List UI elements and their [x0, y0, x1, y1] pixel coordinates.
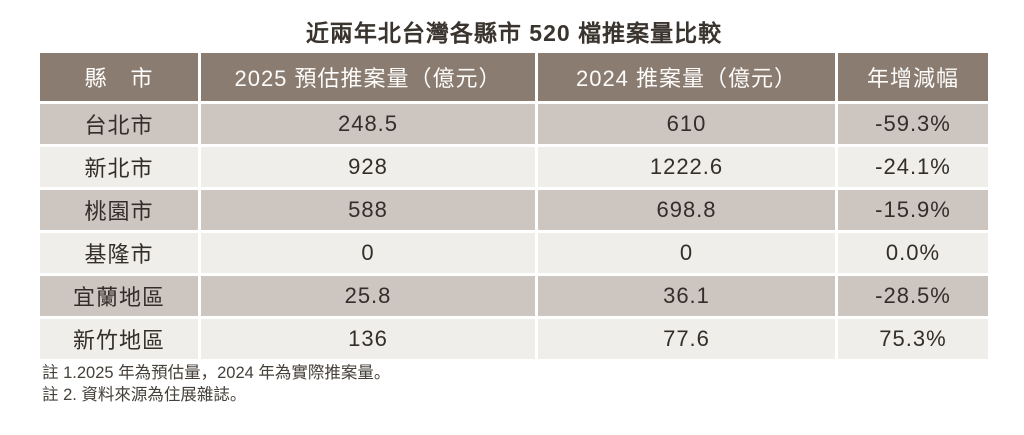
cell-city: 基隆市 [40, 233, 198, 273]
cell-yoy: -59.3% [838, 104, 988, 144]
cell-yoy: -24.1% [838, 147, 988, 187]
col-header-2024: 2024 推案量（億元） [538, 53, 835, 101]
cell-2025: 136 [201, 319, 535, 359]
cell-yoy: -28.5% [838, 276, 988, 316]
cell-2024: 77.6 [538, 319, 835, 359]
table-row: 新北市 928 1222.6 -24.1% [40, 147, 988, 187]
cell-city: 新竹地區 [40, 319, 198, 359]
cell-2024: 698.8 [538, 190, 835, 230]
cell-2024: 610 [538, 104, 835, 144]
cell-2024: 1222.6 [538, 147, 835, 187]
cell-city: 新北市 [40, 147, 198, 187]
cell-2025: 928 [201, 147, 535, 187]
table-row: 台北市 248.5 610 -59.3% [40, 104, 988, 144]
cell-city: 宜蘭地區 [40, 276, 198, 316]
footnote-2: 註 2. 資料來源為住展雜誌。 [42, 385, 247, 404]
cell-2024: 36.1 [538, 276, 835, 316]
col-header-yoy: 年增減幅 [838, 53, 988, 101]
cell-2025: 0 [201, 233, 535, 273]
cell-2025: 588 [201, 190, 535, 230]
cell-city: 桃園市 [40, 190, 198, 230]
cell-2025: 248.5 [201, 104, 535, 144]
table-row: 新竹地區 136 77.6 75.3% [40, 319, 988, 359]
page-title: 近兩年北台灣各縣市 520 檔推案量比較 [305, 20, 723, 46]
footnotes: 註 1.2025 年為預估量，2024 年為實際推案量。 註 2. 資料來源為住… [42, 363, 390, 406]
table-row: 桃園市 588 698.8 -15.9% [40, 190, 988, 230]
cell-2025: 25.8 [201, 276, 535, 316]
table-row: 宜蘭地區 25.8 36.1 -28.5% [40, 276, 988, 316]
comparison-table: 縣 市 2025 預估推案量（億元） 2024 推案量（億元） 年增減幅 台北市… [40, 53, 988, 362]
cell-2024: 0 [538, 233, 835, 273]
cell-yoy: -15.9% [838, 190, 988, 230]
col-header-city: 縣 市 [40, 53, 198, 101]
table-header-row: 縣 市 2025 預估推案量（億元） 2024 推案量（億元） 年增減幅 [40, 53, 988, 101]
col-header-2025: 2025 預估推案量（億元） [201, 53, 535, 101]
table-row: 基隆市 0 0 0.0% [40, 233, 988, 273]
cell-city: 台北市 [40, 104, 198, 144]
cell-yoy: 75.3% [838, 319, 988, 359]
cell-yoy: 0.0% [838, 233, 988, 273]
footnote-1: 註 1.2025 年為預估量，2024 年為實際推案量。 [42, 364, 391, 382]
